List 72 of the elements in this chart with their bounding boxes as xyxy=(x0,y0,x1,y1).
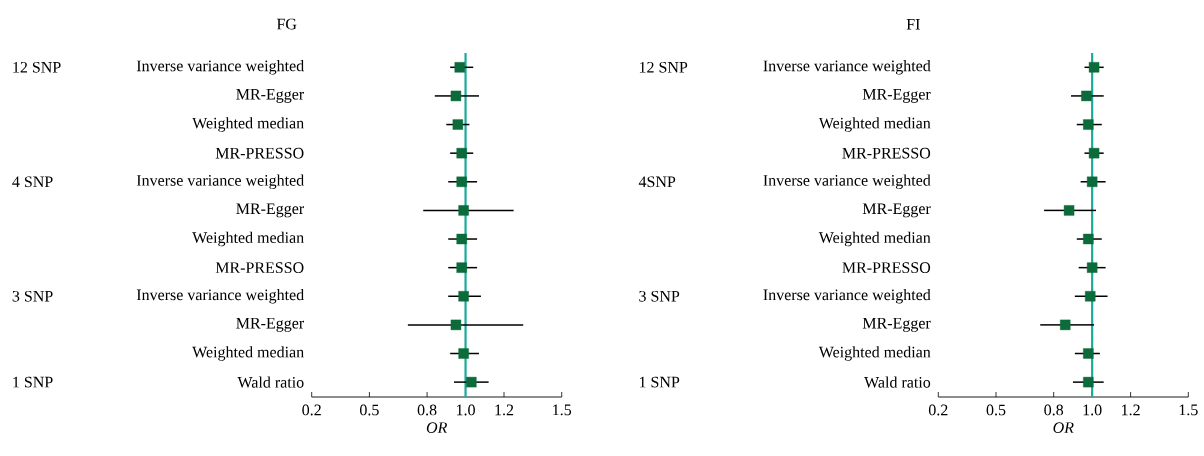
point xyxy=(1086,262,1098,273)
x-tick-label: 0.5 xyxy=(986,404,1006,416)
x-tick-label: 0.2 xyxy=(302,404,321,416)
point xyxy=(1088,147,1100,159)
y-tick-label: Wald ratio xyxy=(864,376,931,388)
point xyxy=(1088,62,1100,73)
point xyxy=(466,376,477,388)
y-tick-label: Weighted median xyxy=(192,346,304,361)
x-tick-label: 0.5 xyxy=(360,404,379,416)
y-tick-label: MR-Egger xyxy=(236,88,305,103)
text: 3 SNP xyxy=(12,290,53,302)
point xyxy=(1085,291,1096,302)
y-tick-label: MR-Egger xyxy=(236,317,305,332)
y-tick-label: MR-Egger xyxy=(862,203,931,218)
point xyxy=(458,348,469,359)
point xyxy=(456,233,467,245)
y-tick-label: MR-Egger xyxy=(236,203,305,218)
point xyxy=(454,62,465,73)
text: 3 SNP xyxy=(639,290,680,302)
point xyxy=(1063,205,1075,216)
point xyxy=(452,119,464,130)
point xyxy=(1083,348,1094,359)
y-tick-label: Weighted median xyxy=(818,231,931,247)
y-tick-label: Weighted median xyxy=(818,117,931,132)
y-tick-label: Inverse variance weighted xyxy=(136,288,304,304)
y-tick-label: Wald ratio xyxy=(237,376,304,388)
x-tick-label: 0.8 xyxy=(417,404,437,416)
text: 12 SNP xyxy=(639,61,688,73)
x-tick-label: 1.2 xyxy=(1122,404,1140,416)
point xyxy=(456,147,467,159)
text: 4 SNP xyxy=(12,176,53,188)
x-tick-label: 0.8 xyxy=(1044,404,1064,416)
y-tick-label: Inverse variance weighted xyxy=(136,60,304,75)
x-tick-label: 1.5 xyxy=(553,404,572,416)
y-tick-label: MR-PRESSO xyxy=(215,147,304,159)
chart-title: FG xyxy=(276,18,297,30)
y-tick-label: Weighted median xyxy=(192,117,304,132)
y-tick-label: Inverse variance weighted xyxy=(136,174,304,190)
point xyxy=(458,291,469,302)
y-tick-label: MR-Egger xyxy=(862,317,931,332)
x-tick-label: 1.2 xyxy=(495,404,514,416)
text: 4SNP xyxy=(638,176,676,188)
x-tick-label: 1.5 xyxy=(1179,404,1198,416)
y-tick-label: MR-PRESSO xyxy=(842,147,931,159)
y-tick-label: Inverse variance weighted xyxy=(763,174,931,190)
point xyxy=(1086,176,1098,187)
x-tick-label: 1.0 xyxy=(456,404,475,416)
x-axis-title: OR xyxy=(1053,422,1074,434)
point xyxy=(456,262,467,273)
text: 12 SNP xyxy=(13,61,61,73)
y-tick-label: Weighted median xyxy=(818,346,931,361)
point xyxy=(450,90,462,102)
text: 1 SNP xyxy=(639,376,680,388)
y-tick-label: MR-PRESSO xyxy=(842,262,931,274)
point xyxy=(450,319,462,331)
point xyxy=(456,176,467,187)
y-tick-label: Inverse variance weighted xyxy=(763,60,931,75)
point xyxy=(1081,90,1092,102)
x-axis-title: OR xyxy=(426,422,448,434)
x-tick-label: 0.2 xyxy=(928,404,948,416)
y-tick-label: MR-PRESSO xyxy=(215,262,304,274)
point xyxy=(1060,319,1071,331)
point xyxy=(1083,376,1094,388)
y-tick-label: Inverse variance weighted xyxy=(763,288,931,304)
point xyxy=(458,205,469,216)
x-tick-label: 1.0 xyxy=(1083,404,1102,416)
text: 1 SNP xyxy=(13,376,53,388)
y-tick-label: Weighted median xyxy=(192,231,304,247)
chart-title: FI xyxy=(906,19,920,30)
point xyxy=(1083,233,1094,245)
point xyxy=(1083,119,1094,130)
y-tick-label: MR-Egger xyxy=(862,88,931,103)
